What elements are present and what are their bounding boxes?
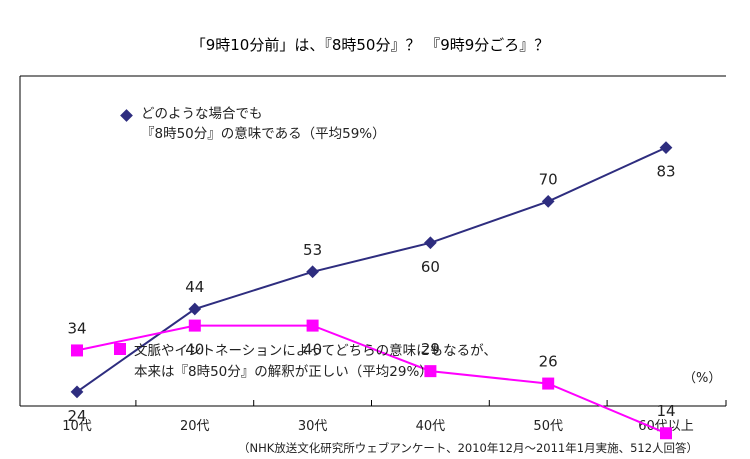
series-1-data-label: 44	[185, 278, 204, 296]
series-1-point	[424, 236, 437, 250]
series-1-point	[188, 302, 202, 316]
series-2-point	[306, 319, 319, 332]
series-1-data-label: 53	[303, 241, 322, 259]
series-2-data-label: 34	[67, 319, 86, 337]
data-labels: 24 44 53 60 70 83 34 40 40 29 26 14	[67, 163, 675, 425]
legend-series-2-line-1: 文脈やイントネーションによってどちらの意味にもなるが、	[134, 342, 497, 359]
series-2-data-label: 14	[656, 402, 675, 420]
series-1-data-label: 60	[421, 258, 440, 276]
unit-label: （%）	[683, 371, 721, 386]
series-2-point	[71, 344, 83, 357]
x-tick-label: 20代	[180, 419, 210, 434]
legend-entry-series-2: 文脈やイントネーションによってどちらの意味にもなるが、 本来は『8時50分』の解…	[114, 342, 497, 380]
series-1-point	[541, 195, 555, 208]
series-2-point	[660, 427, 672, 440]
legend-series-1-line-1: どのような場合でも	[141, 106, 263, 122]
legend-entry-series-1: どのような場合でも 『8時50分』の意味である（平均59%）	[120, 106, 386, 142]
plot-frame	[19, 75, 726, 407]
x-axis-ticks	[19, 400, 727, 406]
series-2-data-label: 40	[303, 341, 322, 359]
x-tick-label: 50代	[533, 419, 563, 434]
x-tick-label: 40代	[416, 419, 446, 434]
x-tick-label: 60代以上	[638, 419, 694, 434]
series-1-point	[306, 265, 319, 279]
series-1-data-label: 83	[656, 163, 675, 181]
series-2-point	[542, 377, 555, 390]
series-1-line	[76, 146, 667, 393]
legend-diamond-marker	[120, 109, 133, 122]
series-2-line	[76, 324, 667, 435]
legend-series-2-line-2: 本来は『8時50分』の解釈が正しい（平均29%）	[134, 364, 433, 380]
series-1-point	[659, 141, 673, 154]
series-1-data-label: 70	[539, 170, 558, 188]
series-2-data-label: 40	[185, 341, 204, 359]
legend-series-1-line-2: 『8時50分』の意味である（平均59%）	[141, 125, 386, 142]
source-note: （NHK放送文化研究所ウェブアンケート、2010年12月～2011年1月実施、5…	[238, 441, 698, 455]
series-1-point	[70, 385, 84, 399]
legend-square-marker	[114, 343, 126, 355]
series-2-point	[424, 365, 437, 378]
chart-title: 「9時10分前」は、『8時50分』？ 『9時9分ごろ』？	[191, 36, 550, 54]
x-tick-label: 30代	[298, 419, 328, 434]
series-lines	[76, 146, 667, 435]
series-2-point	[188, 319, 201, 332]
series-2-data-label: 26	[539, 353, 558, 371]
series-2-data-label: 29	[421, 340, 440, 358]
series-1-data-label: 24	[67, 407, 86, 425]
x-axis-labels: 10代 20代 30代 40代 50代 60代以上	[62, 419, 694, 434]
x-tick-label: 10代	[62, 419, 92, 434]
